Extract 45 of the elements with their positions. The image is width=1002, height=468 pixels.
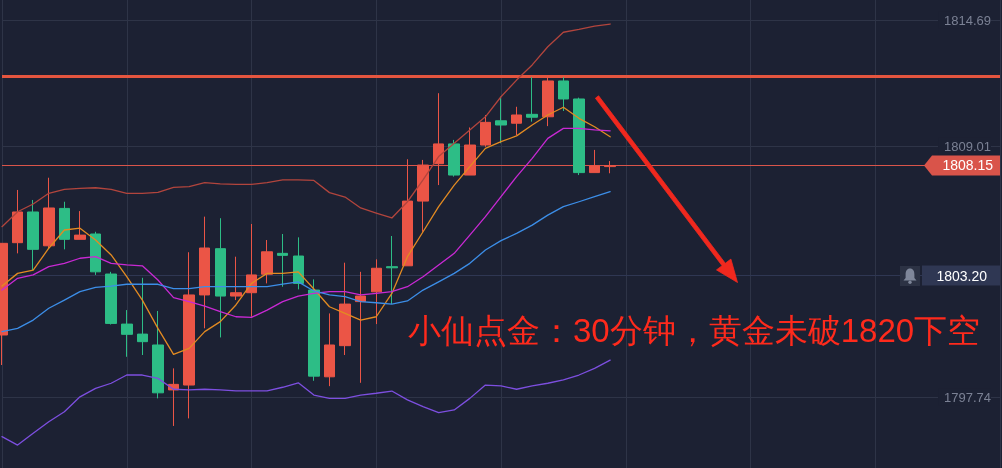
candlestick bbox=[308, 278, 320, 382]
candlestick bbox=[27, 199, 39, 271]
ref-line-label: 1803.20 bbox=[936, 267, 988, 284]
candlestick bbox=[417, 159, 429, 233]
candlestick bbox=[526, 76, 538, 123]
line-series bbox=[1, 23, 611, 228]
candlestick bbox=[277, 233, 288, 288]
line-series bbox=[1, 106, 611, 355]
candlestick bbox=[183, 251, 195, 419]
candlestick bbox=[464, 126, 476, 176]
candlestick bbox=[59, 201, 70, 250]
candlestick bbox=[495, 96, 507, 144]
candlestick bbox=[448, 139, 460, 178]
line-series bbox=[1, 359, 611, 446]
candlestick bbox=[324, 312, 335, 387]
y-tick-label: 1809.01 bbox=[944, 138, 991, 154]
candlestick bbox=[261, 239, 273, 284]
candlestick bbox=[152, 310, 164, 399]
y-tick-label: 1797.74 bbox=[944, 389, 991, 405]
candlestick bbox=[121, 309, 133, 358]
candlestick bbox=[589, 149, 600, 174]
candlestick bbox=[339, 262, 351, 356]
candlestick bbox=[230, 256, 242, 301]
candlestick bbox=[433, 92, 444, 186]
candlestick bbox=[355, 271, 366, 384]
candlestick bbox=[105, 271, 117, 326]
candlestick bbox=[74, 210, 86, 240]
candlestick bbox=[480, 114, 491, 148]
candlestick bbox=[215, 217, 226, 338]
candlestick bbox=[293, 236, 304, 290]
candlestick bbox=[558, 76, 569, 112]
candlestick bbox=[43, 177, 55, 249]
candlestick bbox=[604, 160, 616, 174]
y-tick-label: 1814.69 bbox=[944, 12, 991, 28]
candlestick bbox=[12, 189, 23, 254]
candlestick bbox=[511, 106, 522, 136]
annotation: 小仙点金：30分钟，黄金未破1820下空 bbox=[408, 311, 981, 349]
candlestick bbox=[371, 258, 382, 325]
ref-line-label: 1808.15 bbox=[942, 157, 994, 174]
candlestick bbox=[90, 231, 101, 276]
candlestick bbox=[573, 97, 585, 176]
candlestick bbox=[386, 235, 398, 305]
candlestick bbox=[199, 216, 210, 329]
candlestick bbox=[137, 277, 148, 356]
candlestick bbox=[402, 158, 413, 267]
